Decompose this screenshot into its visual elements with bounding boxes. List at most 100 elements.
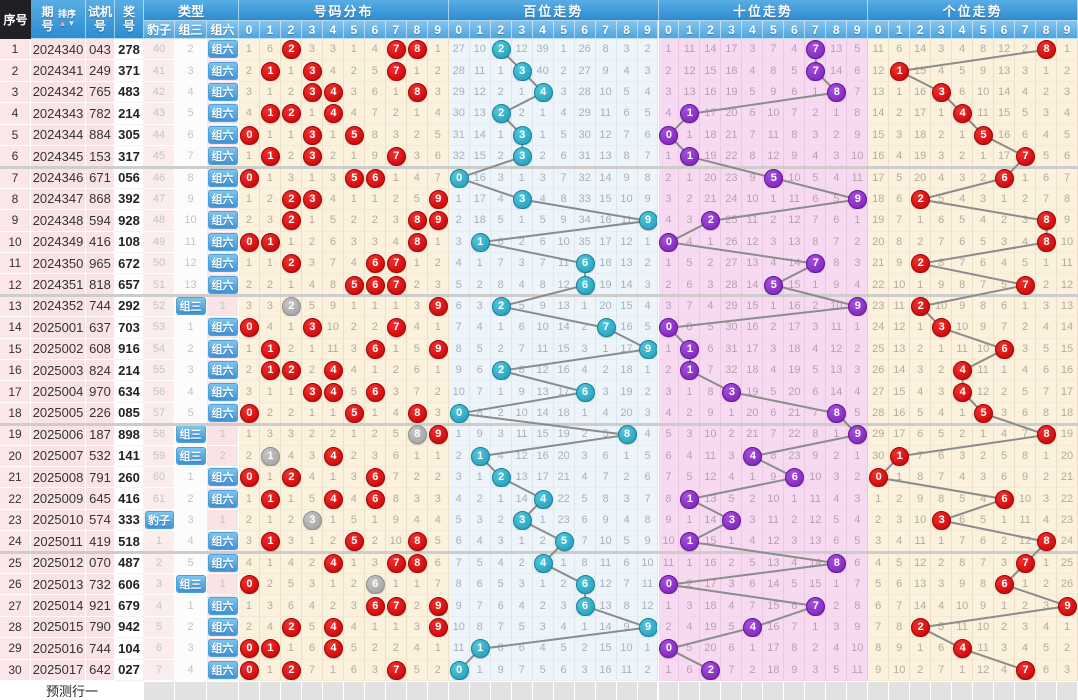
miss-cell: 14 <box>595 167 617 189</box>
miss-cell: 10 <box>952 595 974 617</box>
miss-cell: 6 <box>1015 402 1037 425</box>
miss-cell: 3 <box>931 81 953 104</box>
digit-header-cell: 0 <box>239 21 260 39</box>
miss-cell: 6 <box>448 295 470 318</box>
miss-cell: 1 <box>469 638 491 660</box>
miss-cell: 7 <box>406 381 428 403</box>
type-miss-cell: 1 <box>175 317 207 339</box>
miss-cell: 2 <box>239 274 260 296</box>
digit-circle-cyan: 9 <box>638 339 658 359</box>
miss-cell: 1 <box>805 81 827 104</box>
miss-cell: 4 <box>301 467 323 489</box>
miss-cell: 2 <box>784 509 806 532</box>
miss-cell: 2 <box>280 81 302 104</box>
miss-cell: 1 <box>239 253 260 275</box>
miss-cell: 4 <box>742 616 764 639</box>
sort-desc-icon[interactable]: ▼ <box>67 19 76 28</box>
miss-cell: 4 <box>490 188 512 211</box>
miss-cell: 7 <box>385 317 407 339</box>
miss-cell: 1 <box>679 509 701 532</box>
miss-cell: 4 <box>322 188 344 211</box>
miss-cell: 12 <box>700 467 722 489</box>
sort-control[interactable]: 排序 ▲ ▼ <box>58 10 76 28</box>
miss-cell: 6 <box>889 39 911 61</box>
digit-header-cell: 6 <box>994 21 1016 39</box>
digit-header-cell: 9 <box>637 21 659 39</box>
miss-cell: 9 <box>595 60 617 82</box>
digit-header-cell: 3 <box>301 21 323 39</box>
miss-cell: 5 <box>952 210 974 232</box>
miss-cell: 3 <box>763 231 785 253</box>
miss-cell: 4 <box>301 595 323 617</box>
miss-cell: 2 <box>1057 638 1078 660</box>
miss-cell: 12 <box>994 39 1016 61</box>
miss-cell: 4 <box>301 274 323 296</box>
miss-cell: 8 <box>1036 39 1058 61</box>
test-number-cell: 637 <box>86 317 115 339</box>
test-number-cell: 824 <box>86 360 115 382</box>
miss-cell: 7 <box>931 467 953 489</box>
miss-cell: 2 <box>385 188 407 211</box>
prize-number-cell: 928 <box>115 210 144 232</box>
miss-cell: 2 <box>910 253 932 275</box>
prize-number-cell: 487 <box>115 552 144 574</box>
miss-cell: 6 <box>721 638 743 660</box>
miss-cell: 7 <box>616 574 638 596</box>
miss-cell: 1 <box>994 360 1016 382</box>
miss-cell: 9 <box>784 659 806 681</box>
miss-cell: 9 <box>1015 467 1037 489</box>
miss-cell: 5 <box>637 317 659 339</box>
type-miss-cell: 组六 <box>207 467 239 489</box>
miss-cell: 4 <box>931 402 953 425</box>
digit-header-cell: 8 <box>1036 21 1058 39</box>
miss-cell: 3 <box>448 231 470 253</box>
miss-cell: 9 <box>637 210 659 232</box>
miss-cell: 33 <box>574 188 596 211</box>
miss-cell: 2 <box>239 509 260 532</box>
miss-cell: 3 <box>239 381 260 403</box>
prediction-row-label[interactable]: 预测行一 <box>0 681 144 700</box>
miss-cell: 3 <box>259 295 281 318</box>
miss-cell: 18 <box>763 659 785 681</box>
sort-asc-icon[interactable]: ▲ <box>58 19 67 28</box>
miss-cell: 9 <box>742 167 764 189</box>
miss-cell: 5 <box>385 424 407 446</box>
miss-cell: 4 <box>973 488 995 510</box>
digit-circle-red: 2 <box>281 104 301 124</box>
miss-cell: 2 <box>280 338 302 360</box>
miss-cell: 1 <box>763 295 785 318</box>
miss-cell: 6 <box>364 81 386 104</box>
miss-cell: 4 <box>973 210 995 232</box>
type-miss-cell: 42 <box>144 81 175 104</box>
miss-cell: 1 <box>448 424 470 446</box>
miss-cell: 12 <box>763 146 785 168</box>
miss-cell: 1 <box>574 295 596 318</box>
miss-cell: 6 <box>847 552 869 574</box>
miss-cell: 30 <box>721 317 743 339</box>
period-cell: 2024340 <box>31 39 86 61</box>
miss-cell: 9 <box>427 188 449 211</box>
miss-cell: 3 <box>406 488 428 510</box>
digit-circle-cyan: 1 <box>470 446 490 466</box>
digit-circle-red: 1 <box>260 489 280 509</box>
seq-cell: 13 <box>0 295 31 318</box>
miss-cell: 6 <box>469 360 491 382</box>
miss-cell: 1 <box>343 188 365 211</box>
miss-cell: 2 <box>1036 81 1058 104</box>
miss-cell: 4 <box>994 424 1016 446</box>
miss-cell: 9 <box>805 445 827 467</box>
miss-cell: 1 <box>259 360 281 382</box>
miss-cell: 2 <box>973 445 995 467</box>
miss-cell: 4 <box>805 338 827 360</box>
miss-cell: 2 <box>322 146 344 168</box>
digit-circle-red: 6 <box>365 339 385 359</box>
miss-cell: 14 <box>595 616 617 639</box>
miss-cell: 5 <box>742 552 764 574</box>
miss-cell: 12 <box>889 317 911 339</box>
miss-cell: 2 <box>721 552 743 574</box>
miss-cell: 3 <box>574 338 596 360</box>
miss-cell: 6 <box>364 381 386 403</box>
miss-cell: 2 <box>574 317 596 339</box>
miss-cell: 9 <box>889 253 911 275</box>
miss-cell: 1 <box>679 381 701 403</box>
